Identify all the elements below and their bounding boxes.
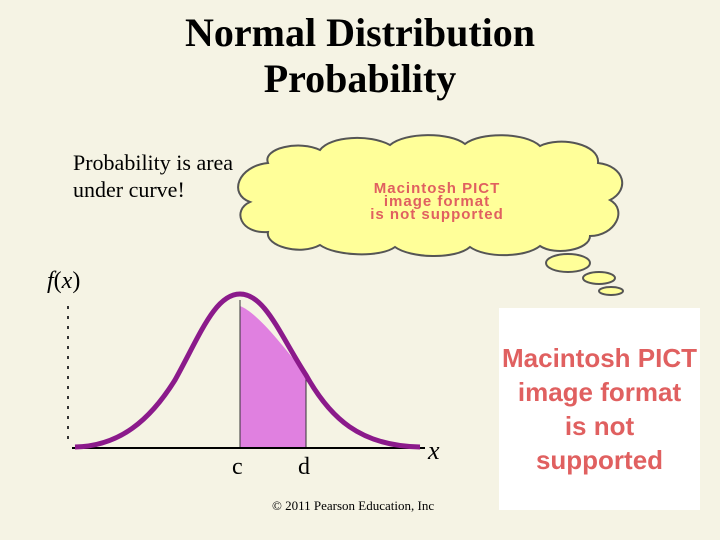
pict-placeholder-large: Macintosh PICT image format is not suppo… [499, 308, 700, 510]
pict-large-line-2: image format [517, 377, 682, 407]
y-axis-label-f: f [47, 268, 54, 294]
thought-bubble-1 [545, 253, 591, 273]
pict-small-line-3: is not supported [370, 205, 504, 223]
copyright-text: © 2011 Pearson Education, Inc [272, 498, 435, 513]
normal-curve [74, 291, 421, 450]
pict-large-line-1: Macintosh PICT [501, 343, 697, 373]
caption-text: Probability is area under curve! [73, 150, 234, 202]
thought-cloud [237, 134, 624, 296]
probability-area [240, 306, 306, 448]
y-axis-label: f(x) [47, 268, 81, 294]
y-axis-label-x: x [61, 268, 73, 294]
thought-bubble-2 [582, 271, 616, 285]
pict-small-line-2: image format [383, 192, 491, 210]
title-line-2: Probability [263, 56, 457, 101]
pict-small-line-1: Macintosh PICT [373, 179, 501, 197]
thought-bubble-3 [598, 286, 624, 296]
x-axis-label: x [428, 436, 440, 465]
slide-title: Normal Distribution Probability [0, 10, 720, 102]
title-line-1: Normal Distribution [185, 10, 535, 55]
tick-label-c: c [232, 454, 243, 480]
thought-cloud-body [237, 134, 624, 257]
tick-label-d: d [298, 454, 310, 480]
pict-large-line-3: is not supported [535, 411, 664, 475]
pict-placeholder-small: Macintosh PICT image format is not suppo… [292, 180, 582, 222]
